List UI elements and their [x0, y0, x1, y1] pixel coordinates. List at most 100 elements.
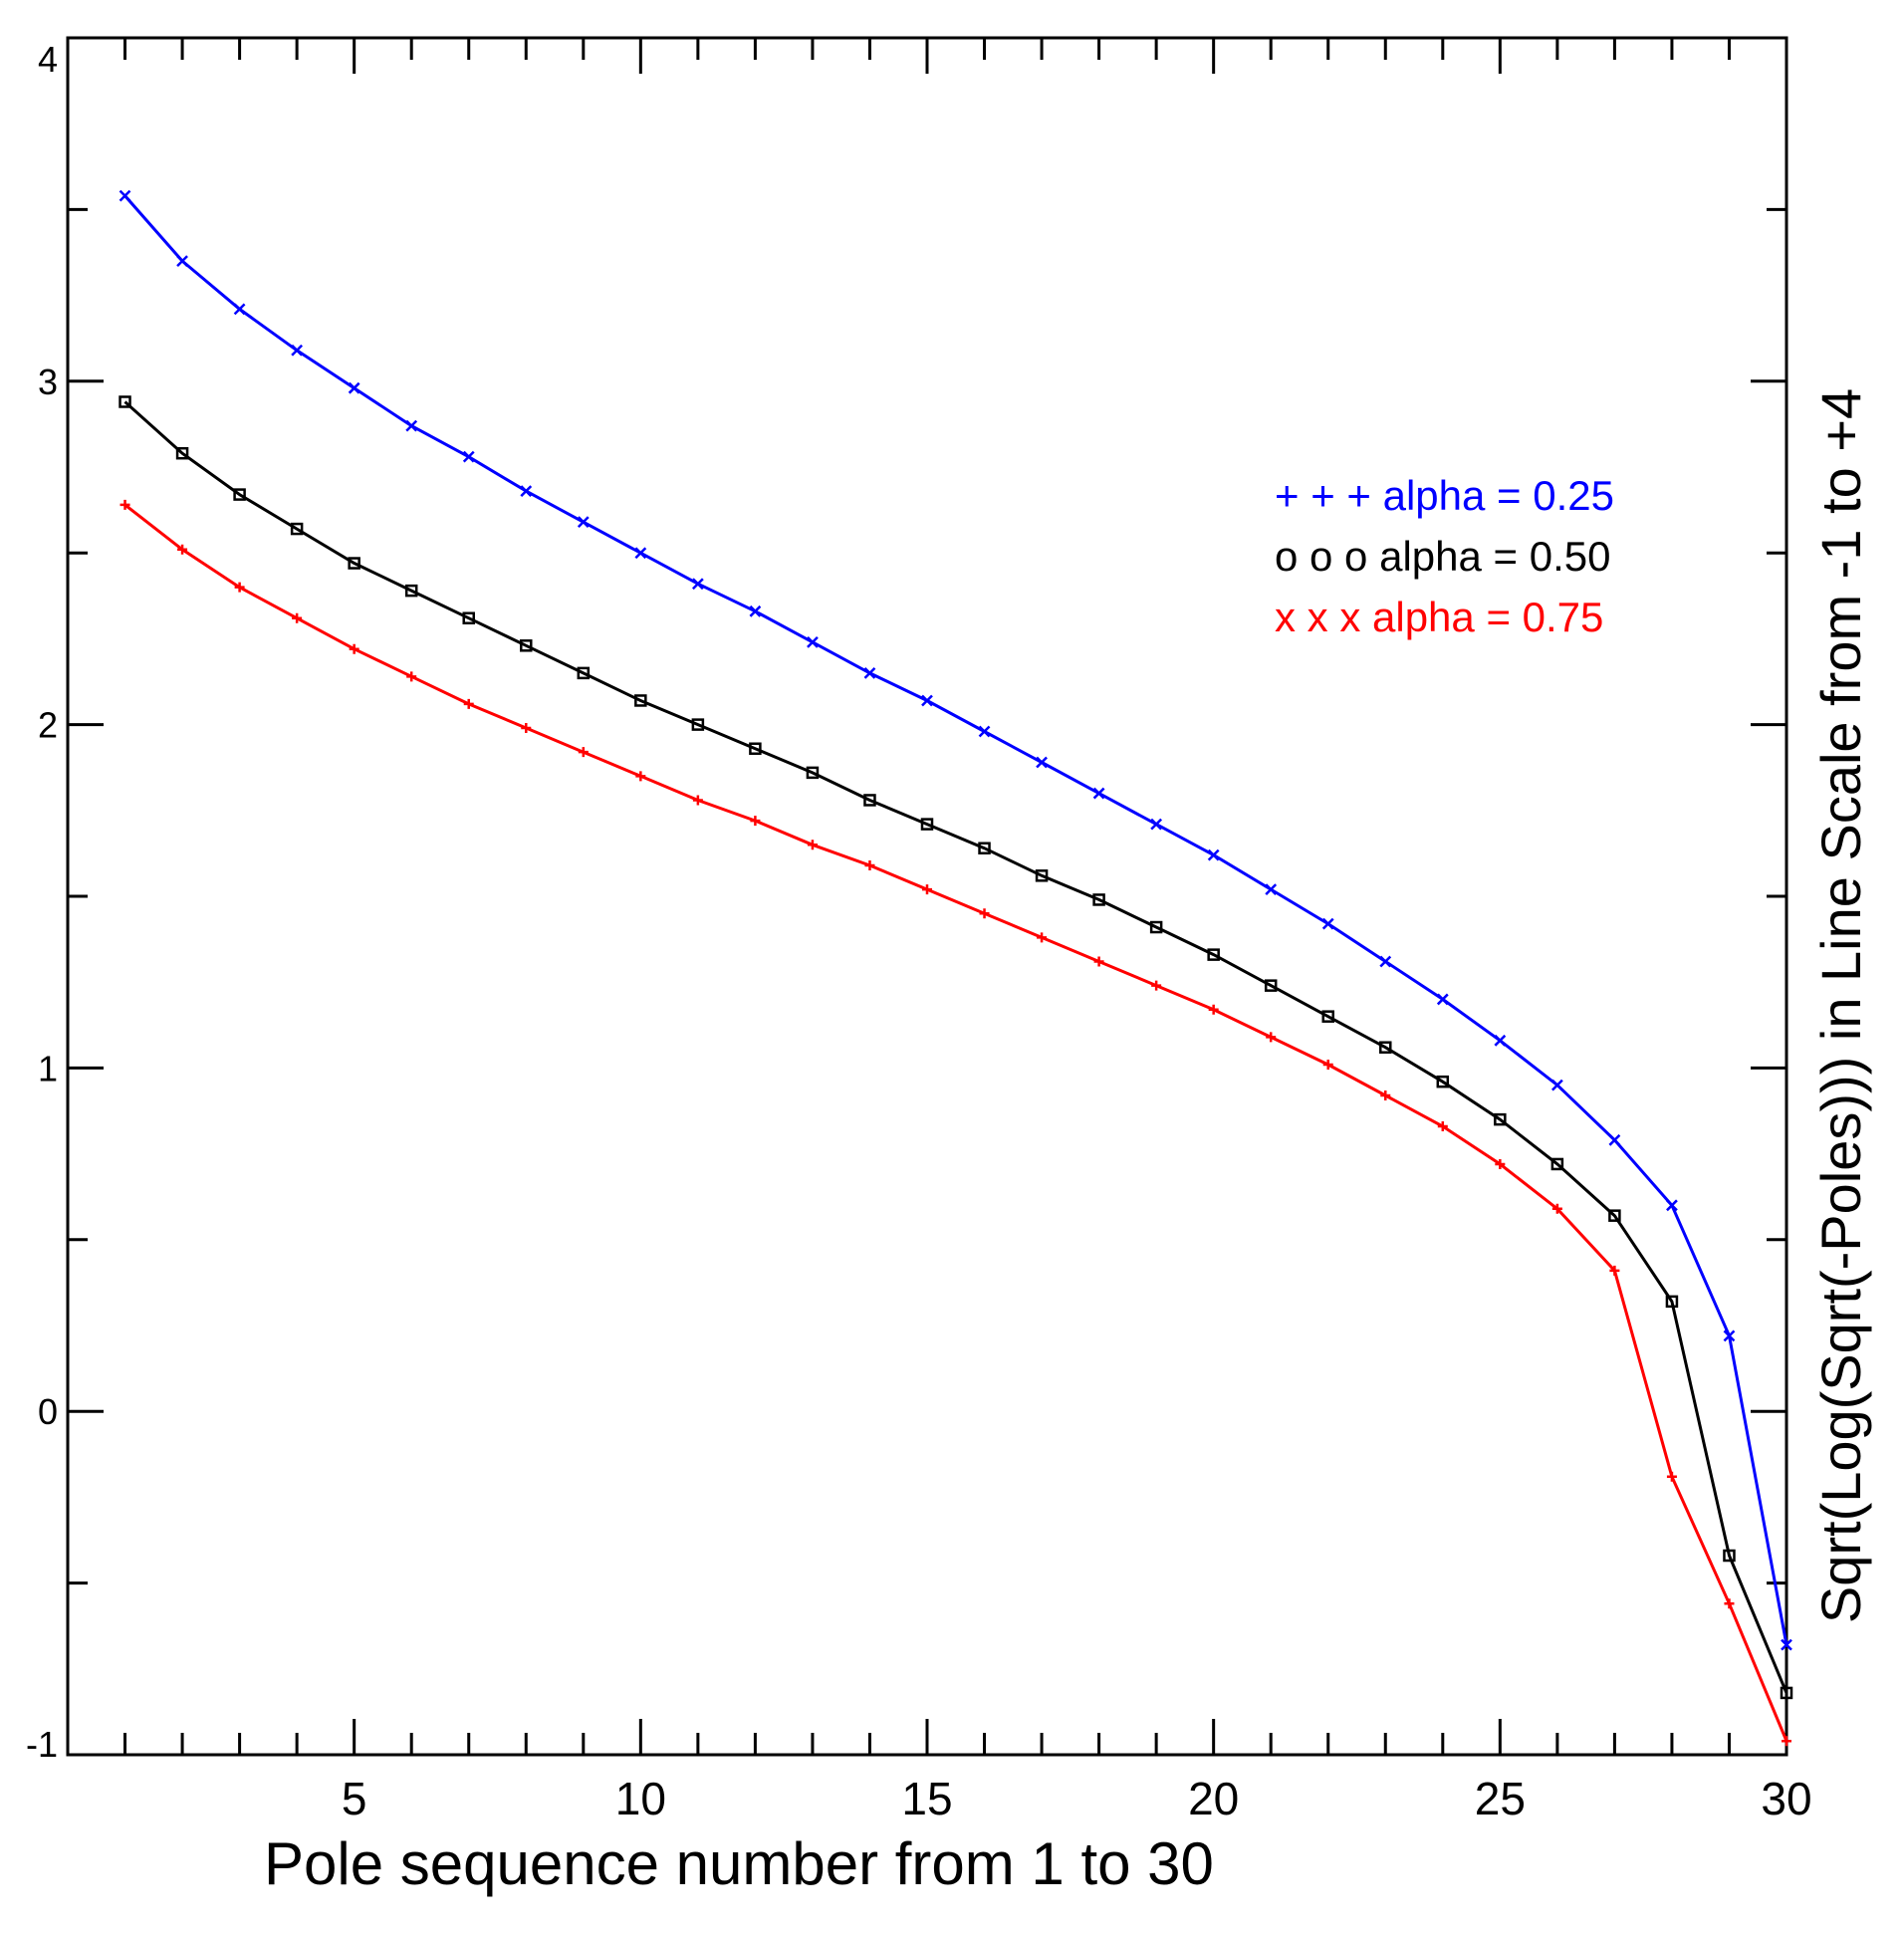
series-line [123, 194, 1788, 1645]
data-point [863, 794, 876, 807]
y-tick-label: 0 [38, 1391, 58, 1432]
data-point [521, 723, 532, 734]
data-point [1608, 1133, 1621, 1146]
data-point [1780, 1686, 1793, 1700]
data-point [634, 547, 647, 560]
data-point [1436, 1075, 1450, 1088]
data-point [405, 419, 418, 432]
data-point [234, 582, 245, 593]
tick-marks [68, 38, 1786, 1755]
data-point [1208, 1004, 1219, 1015]
data-point [1666, 1471, 1677, 1482]
data-point [291, 344, 304, 357]
data-point [1380, 1089, 1391, 1100]
data-point [1781, 1638, 1792, 1651]
data-point [177, 544, 188, 555]
series-2 [119, 395, 1793, 1700]
x-tick-label: 30 [1761, 1773, 1811, 1824]
data-point [1723, 1330, 1736, 1342]
data-point [1782, 1736, 1791, 1747]
x-tick-label: 10 [615, 1773, 666, 1824]
data-point [749, 742, 762, 755]
data-point [1666, 1199, 1678, 1212]
x-tick-label: 15 [901, 1773, 952, 1824]
data-point [1207, 848, 1220, 861]
data-point [1550, 1079, 1563, 1091]
series-lines [119, 189, 1793, 1747]
y-tick-label: 1 [38, 1048, 58, 1088]
data-point [1264, 979, 1278, 992]
data-point [348, 381, 360, 394]
data-point [1494, 1112, 1507, 1126]
data-point [749, 604, 762, 617]
data-point [1379, 955, 1392, 968]
data-point [233, 303, 246, 316]
data-point [520, 485, 533, 498]
data-point [119, 189, 131, 202]
data-point [691, 578, 704, 591]
data-point [864, 859, 875, 870]
legend-entry: x x x alpha = 0.75 [1275, 594, 1603, 640]
data-point [175, 446, 189, 460]
data-point [1608, 1209, 1621, 1222]
data-point [922, 884, 932, 895]
x-axis-title: Pole sequence number from 1 to 30 [264, 1830, 1214, 1897]
data-point [1551, 1203, 1562, 1214]
data-point [1037, 932, 1048, 943]
data-point [1724, 1598, 1735, 1609]
data-point [634, 694, 647, 707]
legend-entry: + + + alpha = 0.25 [1275, 472, 1614, 519]
data-point [406, 671, 417, 682]
data-point [290, 522, 304, 536]
data-point [1092, 893, 1105, 906]
data-point [807, 635, 819, 648]
data-point [462, 450, 475, 463]
data-point [1436, 993, 1449, 1006]
plot-frame [66, 36, 1788, 1757]
data-point [292, 612, 303, 623]
data-point [1494, 1034, 1507, 1047]
data-point [348, 557, 360, 570]
data-point [1665, 1295, 1679, 1309]
data-point [691, 718, 705, 731]
data-point [1266, 1032, 1277, 1043]
x-tick-label: 25 [1475, 1773, 1526, 1824]
x-tick-label: 20 [1188, 1773, 1239, 1824]
series-line [123, 400, 1788, 1694]
y-tick-label: -1 [26, 1724, 58, 1765]
y-axis-title: Sqrt(Log(Sqrt(-Poles))) in Line Scale fr… [1809, 388, 1872, 1623]
legend-entry: o o o alpha = 0.50 [1275, 533, 1610, 580]
data-point [1322, 1059, 1333, 1070]
data-point [520, 639, 533, 652]
data-point [806, 766, 820, 780]
data-point [920, 818, 934, 831]
data-point [1437, 1121, 1448, 1132]
data-point [750, 816, 761, 827]
data-point [176, 255, 188, 268]
data-point [1379, 1041, 1392, 1054]
data-point [349, 643, 359, 654]
data-point [577, 516, 590, 529]
data-point [1609, 1265, 1620, 1276]
data-point [1149, 920, 1163, 934]
data-point [1093, 956, 1104, 967]
data-point [119, 499, 130, 510]
data-point [635, 771, 646, 782]
series-line [123, 503, 1788, 1742]
data-point [463, 698, 474, 709]
data-point [692, 795, 703, 806]
data-point [1495, 1158, 1506, 1169]
data-point [462, 611, 475, 624]
data-point [1035, 869, 1049, 882]
y-tick-label: 3 [38, 362, 58, 402]
x-tick-label: 5 [342, 1773, 367, 1824]
data-point [1092, 787, 1105, 800]
legend: + + + alpha = 0.25 o o o alpha = 0.50 x x … [1275, 472, 1614, 640]
data-point [1550, 1157, 1564, 1171]
data-point [1151, 980, 1162, 991]
data-point [1036, 756, 1048, 769]
data-point [1321, 917, 1334, 930]
tick-labels: 5 10 15 20 25 30 -1 0 1 2 3 4 [26, 39, 1812, 1824]
y-tick-label: 4 [38, 39, 58, 80]
